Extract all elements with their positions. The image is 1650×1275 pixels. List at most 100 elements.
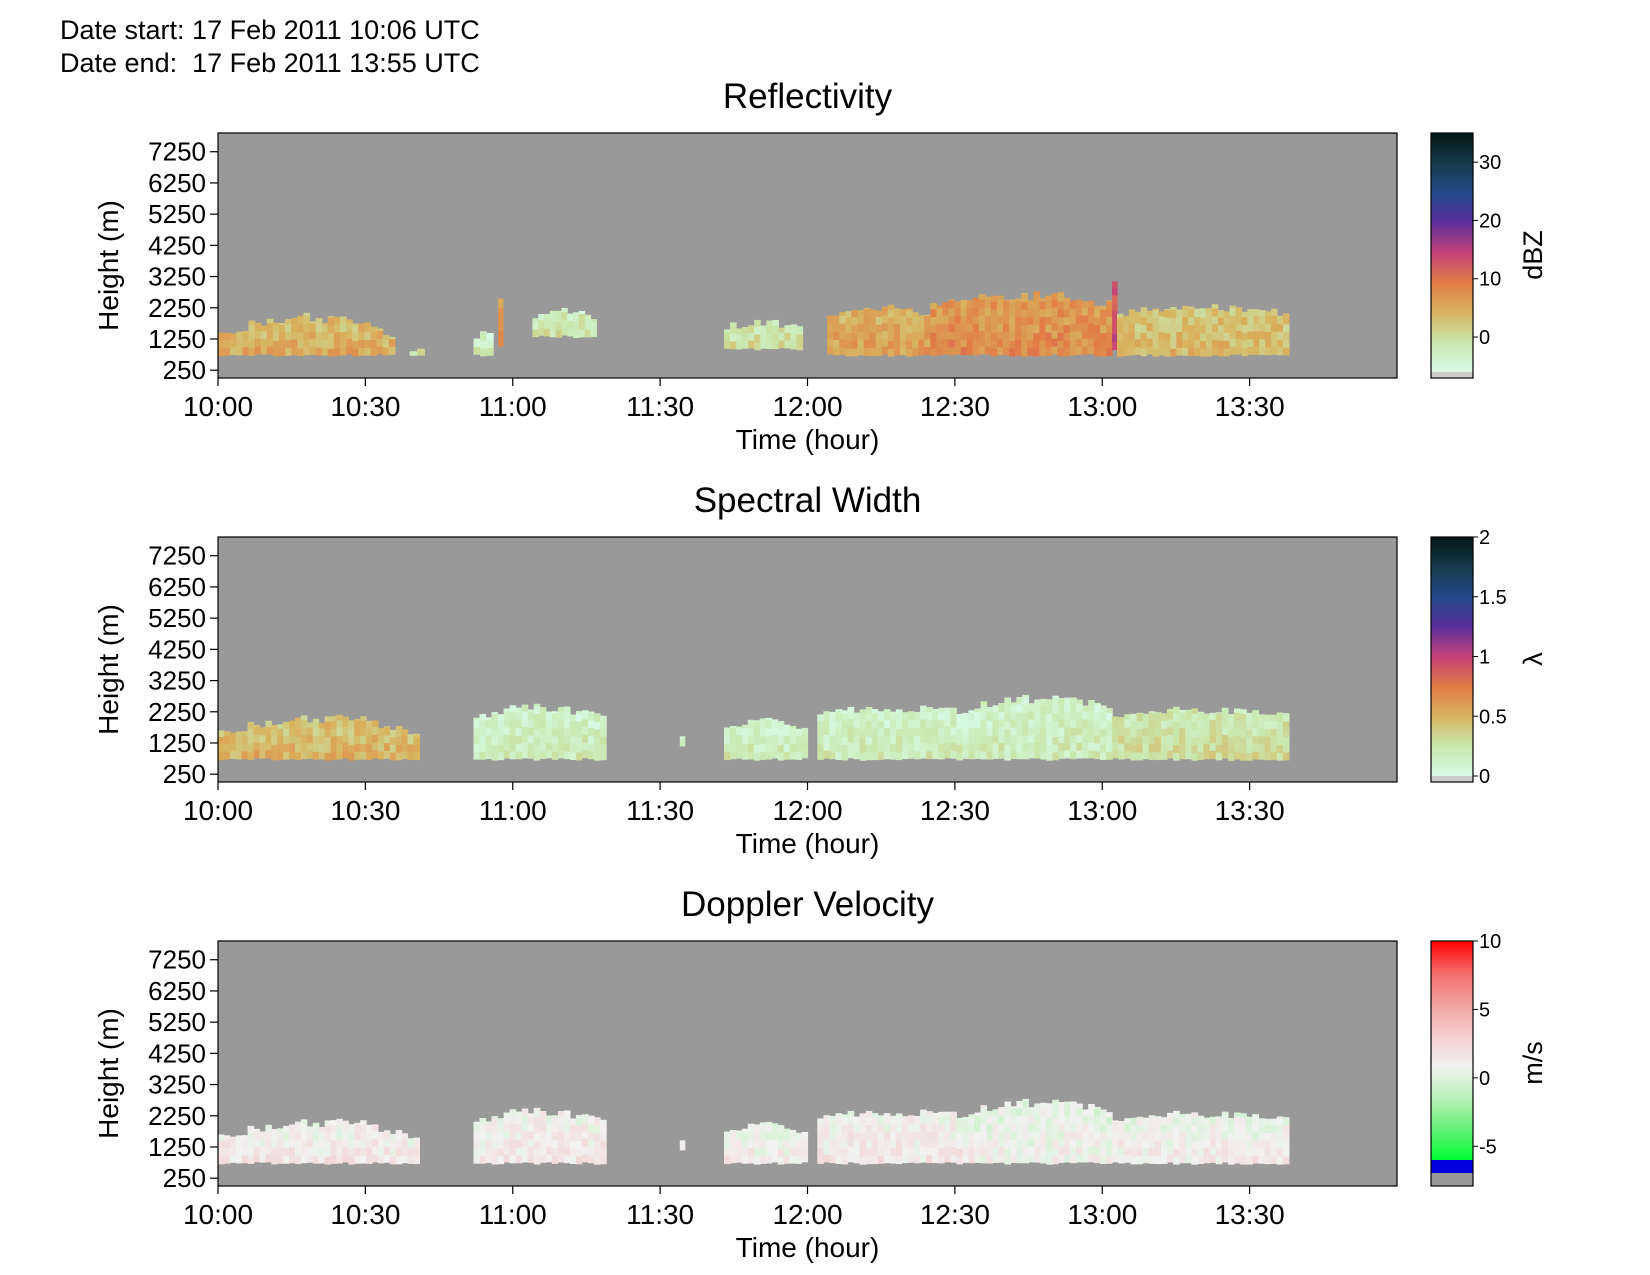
heatmap-cell — [1234, 735, 1241, 744]
heatmap-cell — [1088, 1107, 1095, 1116]
heatmap-cell — [306, 734, 314, 744]
heatmap-cell — [900, 339, 907, 348]
heatmap-cell — [783, 751, 791, 760]
heatmap-cell — [401, 735, 409, 744]
heatmap-cell — [1022, 735, 1029, 744]
heatmap-cell — [950, 1115, 957, 1124]
heatmap-cell — [533, 720, 541, 730]
heatmap-cell — [1003, 323, 1010, 332]
heatmap-cell — [984, 338, 992, 347]
heatmap-cell — [1112, 318, 1118, 327]
heatmap-cell — [312, 1131, 320, 1141]
heatmap-cell — [829, 1123, 836, 1132]
heatmap-cell — [1100, 309, 1107, 318]
heatmap-cell — [497, 714, 505, 722]
heatmap-cell — [1185, 1154, 1192, 1164]
heatmap-cell — [295, 717, 302, 722]
heatmap-cell — [998, 734, 1005, 744]
heatmap-cell — [1058, 1123, 1065, 1132]
heatmap-cell — [865, 1110, 873, 1118]
heatmap-cell — [986, 1147, 994, 1156]
heatmap-cell — [845, 311, 853, 318]
heatmap-cell — [283, 1131, 290, 1141]
heatmap-cell — [578, 321, 586, 330]
heatmap-cell — [1223, 316, 1231, 326]
heatmap-cell — [509, 1123, 517, 1133]
heatmap-cell — [515, 707, 523, 713]
heatmap-cell — [992, 1146, 1000, 1156]
heatmap-cell — [1034, 711, 1041, 720]
heatmap-cell — [1003, 307, 1010, 317]
heatmap-cell — [908, 750, 915, 759]
heatmap-cell — [871, 1116, 879, 1126]
heatmap-cell — [569, 1118, 577, 1125]
heatmap-cell — [1142, 743, 1150, 752]
heatmap-cell — [224, 332, 231, 340]
heatmap-cell — [753, 1124, 761, 1134]
heatmap-cell — [944, 749, 951, 759]
colorbar-tick-label: 10 — [1479, 931, 1501, 953]
heatmap-cell — [1100, 316, 1107, 326]
heatmap-cell — [1112, 1146, 1119, 1155]
heatmap-cell — [747, 1155, 755, 1164]
heatmap-cell — [730, 325, 737, 334]
heatmap-cell — [354, 1131, 361, 1141]
heatmap-cell — [1045, 324, 1053, 333]
heatmap-cell — [485, 1121, 493, 1124]
heatmap-cell — [1022, 696, 1029, 705]
heatmap-cell — [741, 1128, 749, 1133]
heatmap-cell — [473, 735, 481, 745]
colorbar-tick-label: 2 — [1479, 527, 1490, 549]
heatmap-cell — [1070, 1154, 1077, 1164]
heatmap-cell — [863, 307, 871, 310]
heatmap-cell — [777, 1125, 785, 1134]
heatmap-cell — [1217, 340, 1225, 349]
heatmap-cell — [1179, 1113, 1186, 1117]
heatmap-cell — [1221, 750, 1229, 759]
heatmap-cell — [1064, 718, 1071, 728]
heatmap-cell — [549, 321, 557, 330]
heatmap-cell — [248, 347, 256, 356]
heatmap-cell — [853, 712, 861, 721]
heatmap-cell — [829, 750, 836, 760]
heatmap-cell — [968, 1147, 976, 1156]
heatmap-cell — [877, 735, 885, 745]
heatmap-cell — [242, 346, 250, 356]
heatmap-cell — [533, 744, 541, 753]
heatmap-cell — [324, 716, 332, 722]
heatmap-cell — [839, 312, 846, 316]
heatmap-cell — [563, 1139, 571, 1148]
heatmap-cell — [289, 1139, 296, 1148]
heatmap-cell — [395, 744, 403, 753]
heatmap-cell — [747, 1123, 755, 1125]
heatmap-cell — [218, 332, 225, 341]
heatmap-cell — [259, 1131, 266, 1140]
heatmap-cell — [950, 1138, 957, 1148]
heatmap-cell — [521, 1122, 529, 1132]
heatmap-cell — [1200, 340, 1207, 349]
heatmap-cell — [377, 735, 385, 744]
heatmap-cell — [1200, 332, 1207, 341]
heatmap-cell — [942, 322, 950, 332]
heatmap-cell — [1185, 727, 1192, 736]
heatmap-cell — [509, 743, 517, 752]
heatmap-cell — [503, 750, 511, 759]
heatmap-cell — [1215, 712, 1223, 714]
heatmap-cell — [1142, 719, 1150, 728]
heatmap-cell — [847, 734, 855, 743]
heatmap-cell — [1203, 713, 1211, 721]
heatmap-cell — [283, 1155, 290, 1164]
heatmap-cell — [383, 1146, 391, 1155]
heatmap-cell — [900, 323, 907, 332]
heatmap-cell — [771, 1146, 779, 1155]
heatmap-cell — [735, 1138, 743, 1148]
heatmap-cell — [1152, 324, 1160, 334]
heatmap-cell — [388, 346, 396, 355]
heatmap-cell — [1052, 720, 1059, 730]
heatmap-cell — [1194, 347, 1201, 356]
heatmap-cell — [839, 330, 846, 340]
heatmap-cell — [569, 1147, 577, 1157]
heatmap-cell — [229, 742, 237, 752]
data-segment — [930, 291, 1113, 357]
heatmap-cell — [407, 734, 415, 737]
